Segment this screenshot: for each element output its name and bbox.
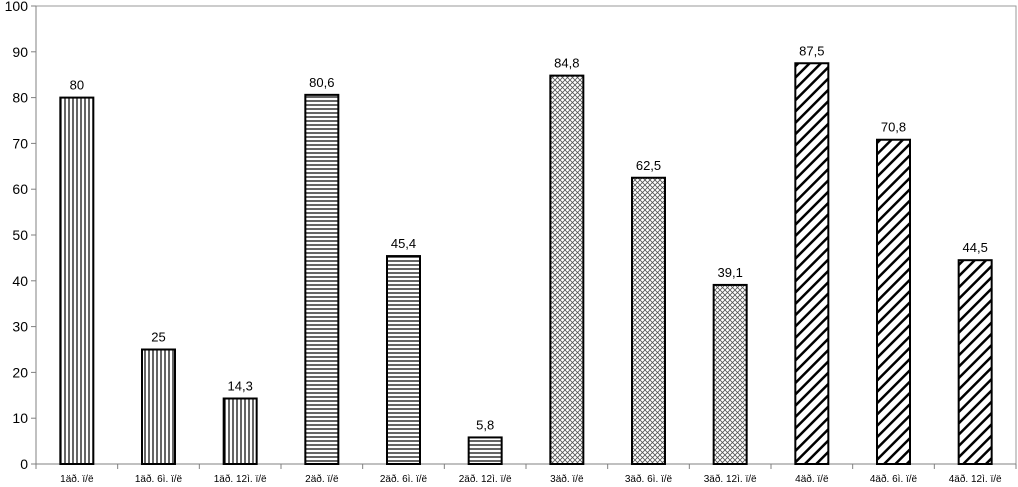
y-tick-label: 70 [12, 135, 28, 151]
y-tick-label: 90 [12, 44, 28, 60]
bar-12 [957, 259, 993, 465]
bar-11 [876, 138, 911, 465]
y-tick-label: 100 [5, 0, 29, 14]
x-category-label: 3äð. 6ì. ï/ë [625, 473, 673, 485]
y-tick-label: 60 [12, 181, 28, 197]
bar-value-label: 5,8 [476, 417, 494, 432]
x-category-label: 2äð. 12ì. ï/ë [459, 473, 512, 485]
x-category-label: 4äð. 12ì. ï/ë [949, 473, 1002, 485]
bar-value-label: 80,6 [309, 75, 334, 90]
x-category-label: 1äð. ï/ë [60, 473, 94, 485]
bar-value-label: 87,5 [799, 43, 824, 58]
x-category-label: 4äð. 6ì. ï/ë [870, 473, 918, 485]
y-tick-label: 20 [12, 364, 28, 380]
bar-value-label: 70,8 [881, 120, 906, 135]
bar-7 [549, 74, 585, 465]
x-category-label: 1äð. 6ì. ï/ë [135, 473, 183, 485]
bar-value-label: 39,1 [718, 265, 743, 280]
y-tick-label: 10 [12, 410, 28, 426]
bar-1 [59, 96, 95, 465]
y-tick-label: 50 [12, 227, 28, 243]
bar-9 [712, 283, 748, 465]
data-labels-group: 80 25 14,3 80,6 45,4 5,8 84,8 62,5 39,1 87,5 70,8 4… [70, 43, 988, 432]
y-axis: 0 10 20 30 40 50 60 70 80 90 100 [5, 0, 37, 472]
bar-value-label: 84,8 [554, 56, 579, 71]
x-category-label: 3äð. 12ì. ï/ë [704, 473, 757, 485]
bar-6 [467, 436, 503, 466]
bar-3 [222, 397, 258, 466]
bar-10 [794, 62, 830, 465]
x-category-label: 2äð. ï/ë [305, 473, 339, 485]
bars-group [59, 62, 993, 466]
bar-value-label: 62,5 [636, 158, 661, 173]
plot-area-border [35, 5, 1017, 465]
y-tick-label: 40 [12, 273, 28, 289]
y-tick-label: 30 [12, 319, 28, 335]
bar-8 [631, 176, 666, 465]
x-category-label: 2äð. 6ì. ï/ë [380, 473, 428, 485]
x-category-label: 4äð. ï/ë [795, 473, 829, 485]
plot-frame [35, 5, 1017, 465]
x-category-label: 1äð. 12ì. ï/ë [214, 473, 267, 485]
x-category-label: 3äð. ï/ë [550, 473, 584, 485]
x-axis: 1äð. ï/ë 1äð. 6ì. ï/ë 1äð. 12ì. ï/ë 2äð. ï/… [35, 463, 1017, 485]
bar-2 [141, 348, 176, 465]
bar-value-label: 25 [151, 330, 165, 345]
bar-value-label: 44,5 [963, 240, 988, 255]
bar-5 [386, 255, 421, 465]
y-tick-label: 80 [12, 90, 28, 106]
bar-value-label: 45,4 [391, 236, 416, 251]
bar-value-label: 80 [70, 78, 84, 93]
bar-4 [304, 93, 340, 466]
y-tick-label: 0 [20, 456, 28, 472]
bar-value-label: 14,3 [228, 379, 253, 394]
